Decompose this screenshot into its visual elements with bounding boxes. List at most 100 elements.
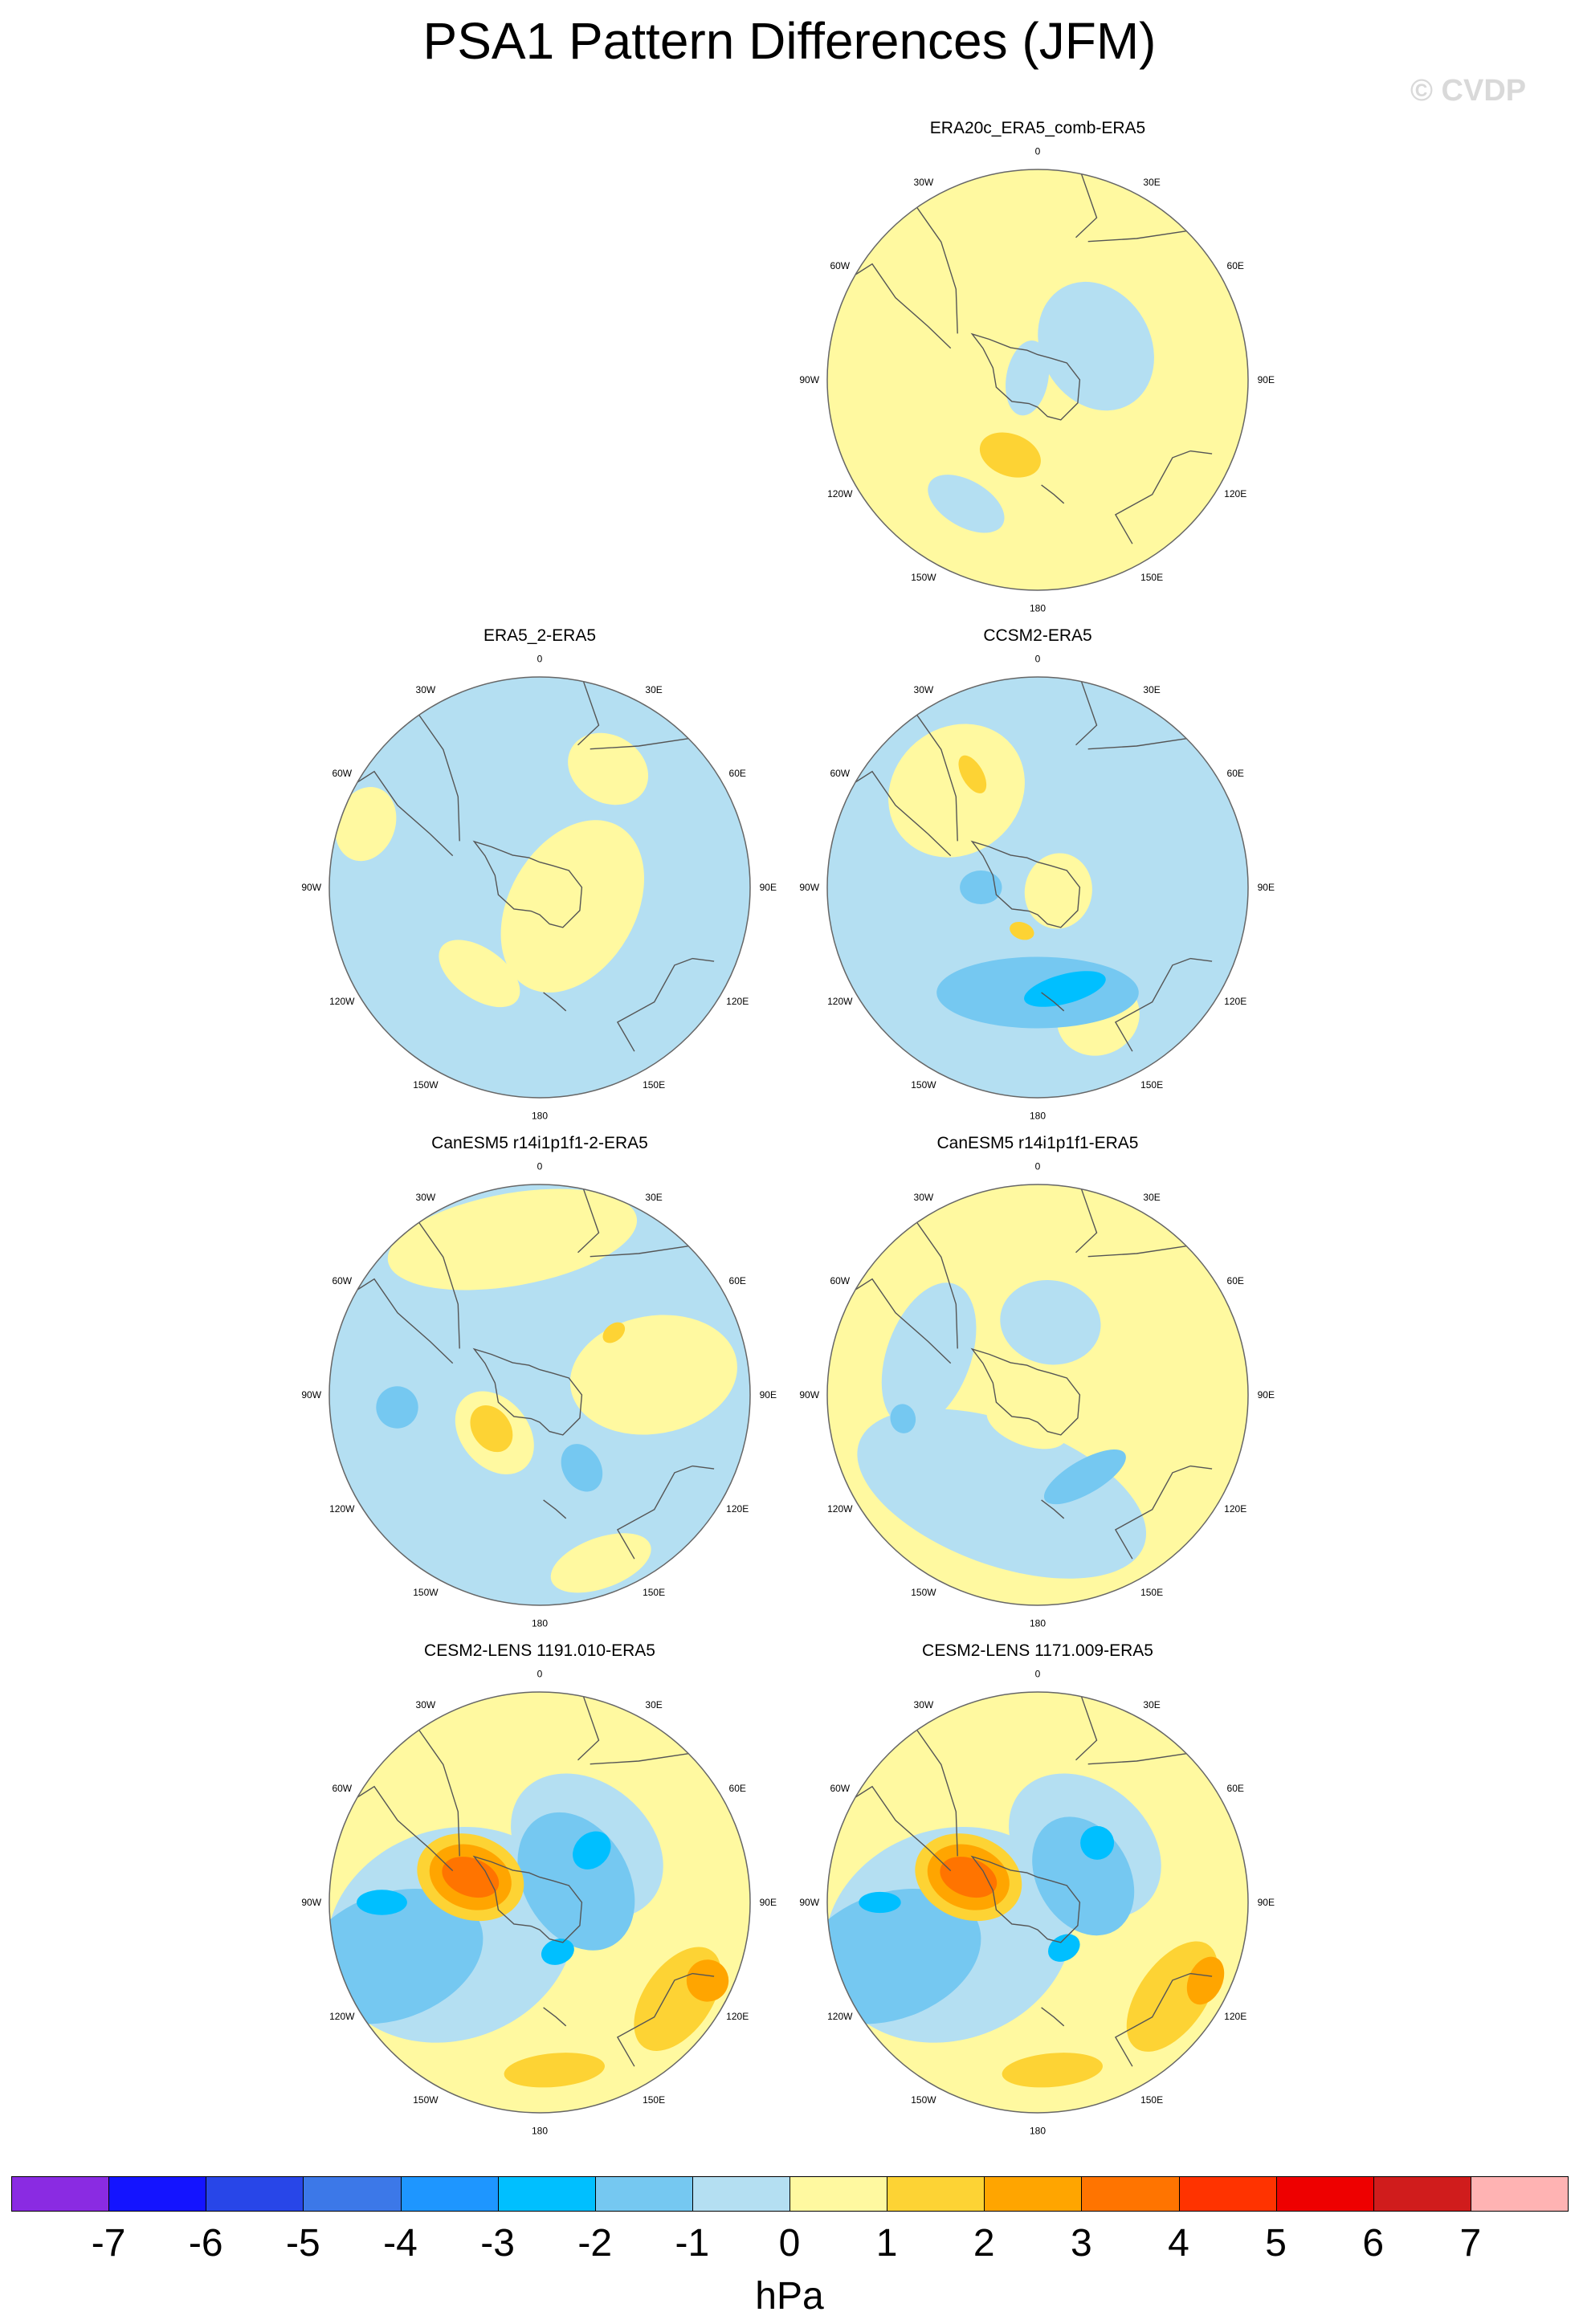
coastline	[472, 1855, 583, 1943]
longitude-label: 30E	[1143, 177, 1160, 188]
longitude-label: 180	[532, 1110, 548, 1121]
coastline	[577, 681, 600, 746]
map-border	[328, 1691, 751, 2114]
longitude-label: 60W	[830, 1275, 850, 1286]
longitude-label: 90E	[1258, 1897, 1275, 1908]
anomaly-region	[569, 1315, 737, 1435]
anomaly-region	[561, 1444, 603, 1492]
coastline	[855, 263, 952, 349]
longitude-label: 150E	[643, 1587, 665, 1598]
anomaly-region	[541, 1939, 574, 1965]
anomaly-region	[1006, 340, 1050, 416]
anomaly-region	[1024, 853, 1092, 929]
colorbar-tick-label: -4	[383, 2222, 418, 2265]
coastline	[855, 1785, 952, 1872]
polar-map: 0 30E 60E 90E 120E 150E 180 150W 120W 90W 60W 30W	[799, 1669, 1275, 2137]
longitude-label: 150W	[911, 572, 936, 583]
coastline	[916, 1729, 958, 1857]
colorbar-box	[400, 2176, 499, 2212]
longitude-label: 30W	[416, 1699, 436, 1710]
coastline	[543, 992, 567, 1012]
map-panel-cesm-1191: CESM2-LENS 1191.010-ERA5 0 30E 60E 90E 120E 1…	[299, 1641, 781, 2139]
colorbar-box	[594, 2176, 693, 2212]
anomaly-region	[890, 1404, 916, 1433]
colorbar-box	[497, 2176, 596, 2212]
panel-title: CanESM5 r14i1p1f1-2-ERA5	[431, 1134, 648, 1152]
longitude-label: 120W	[827, 2011, 853, 2022]
panel-title: CESM2-LENS 1191.010-ERA5	[424, 1641, 655, 1660]
longitude-label: 90E	[1258, 882, 1275, 893]
coastline	[1189, 957, 1213, 962]
longitude-label: 90E	[1258, 374, 1275, 385]
coastline	[1114, 1465, 1191, 1560]
longitude-label: 30E	[645, 684, 662, 695]
coastline	[357, 770, 454, 857]
longitude-label: 150E	[1140, 2094, 1163, 2106]
colorbar-tick-label: 6	[1362, 2222, 1385, 2265]
coastline	[855, 770, 952, 857]
longitude-label: 60W	[830, 260, 850, 271]
colorbar-tick-label: 2	[973, 2222, 995, 2265]
coastline	[692, 957, 715, 962]
colorbar-box	[1275, 2176, 1374, 2212]
anomaly-region	[387, 1189, 638, 1290]
anomaly-region	[1186, 1956, 1225, 2005]
anomaly-region	[573, 1831, 611, 1869]
colorbar-box	[1178, 2176, 1277, 2212]
longitude-label: 120E	[1224, 488, 1246, 499]
colorbar-box	[887, 2176, 985, 2212]
anomaly-region	[960, 870, 1002, 904]
colorbar-units: hPa	[755, 2275, 824, 2318]
longitude-label: 90W	[799, 1897, 819, 1908]
longitude-label: 30W	[914, 1699, 934, 1710]
longitude-label: 30E	[1143, 1192, 1160, 1203]
longitude-label: 60E	[1227, 1783, 1244, 1794]
longitude-label: 180	[1030, 2125, 1046, 2136]
colorbar-box	[1373, 2176, 1471, 2212]
map-panel-ccsm2: CCSM2-ERA5 0 30E 60E 90E 120E 150E 180 150W 120W…	[797, 626, 1279, 1124]
colorbar-box	[303, 2176, 402, 2212]
longitude-label: 90E	[1258, 1389, 1275, 1401]
longitude-label: 150W	[413, 2094, 439, 2106]
anomaly-region	[470, 1405, 513, 1453]
panel-title: CCSM2-ERA5	[983, 626, 1092, 645]
longitude-label: 150E	[1140, 1587, 1163, 1598]
coastline	[472, 840, 583, 928]
longitude-label: 0	[537, 1669, 543, 1680]
anomaly-region	[940, 1857, 998, 1898]
longitude-label: 180	[532, 1617, 548, 1629]
polar-map: 0 30E 60E 90E 120E 150E 180 150W 120W 90W 60W 30W	[301, 654, 777, 1122]
polar-map: 0 30E 60E 90E 120E 150E 180 150W 120W 90W 60W 30W	[799, 1161, 1275, 1629]
longitude-label: 90E	[760, 882, 777, 893]
coastline	[1114, 450, 1191, 544]
anomaly-region	[1002, 2053, 1103, 2088]
anomaly-region	[881, 1282, 977, 1429]
anomaly-region	[1010, 921, 1034, 940]
longitude-label: 120E	[1224, 1503, 1246, 1515]
anomaly-region	[1038, 281, 1154, 411]
anomaly-region	[500, 820, 645, 993]
colorbar-tick-label: -5	[286, 2222, 320, 2265]
anomaly-region	[602, 1322, 626, 1343]
polar-map: 0 30E 60E 90E 120E 150E 180 150W 120W 90W 60W 30W	[301, 1161, 777, 1629]
coastline	[590, 738, 689, 750]
coastline	[916, 206, 958, 334]
longitude-label: 120E	[726, 1503, 749, 1515]
coastline	[577, 1696, 600, 1761]
longitude-label: 90W	[799, 882, 819, 893]
longitude-label: 60E	[1227, 1275, 1244, 1286]
longitude-label: 0	[537, 1161, 543, 1172]
longitude-label: 90E	[760, 1389, 777, 1401]
longitude-label: 0	[1035, 146, 1041, 157]
panel-title: ERA20c_ERA5_comb-ERA5	[929, 119, 1146, 137]
colorbar-tick-label: 1	[875, 2222, 898, 2265]
colorbar-box	[1470, 2176, 1569, 2212]
polar-map: 0 30E 60E 90E 120E 150E 180 150W 120W 90W 60W 30W	[301, 1669, 777, 2137]
map-border	[328, 1184, 751, 1606]
colorbar-box	[790, 2176, 888, 2212]
longitude-label: 150E	[1140, 572, 1163, 583]
coastline	[916, 714, 958, 842]
longitude-label: 90W	[301, 882, 321, 893]
colorbar-tick-label: 5	[1265, 2222, 1287, 2265]
colorbar-box	[692, 2176, 790, 2212]
